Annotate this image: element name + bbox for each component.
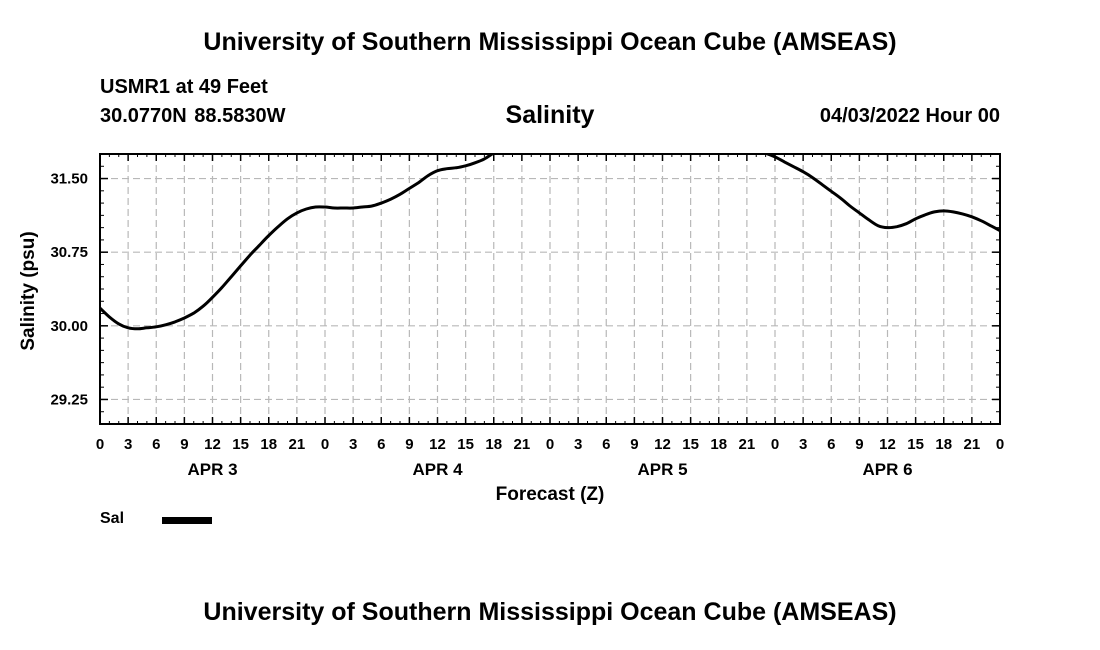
- x-tick-label: 0: [771, 436, 779, 453]
- x-tick-label: 12: [429, 436, 446, 453]
- legend-label: Sal: [100, 510, 125, 527]
- x-tick-label: 9: [180, 436, 188, 453]
- x-tick-label: 21: [289, 436, 306, 453]
- x-tick-label: 15: [682, 436, 699, 453]
- series-layer: [100, 154, 1000, 331]
- day-label: APR 4: [412, 460, 463, 479]
- x-tick-label: 15: [232, 436, 249, 453]
- x-tick-label: 3: [124, 436, 132, 453]
- y-axis-title: Salinity (psu): [18, 231, 39, 350]
- series-line-sal: [100, 154, 1000, 331]
- station-label: USMR1 at 49 Feet: [100, 76, 268, 98]
- x-tick-label: 6: [827, 436, 835, 453]
- x-tick-label: 12: [204, 436, 221, 453]
- y-tick-label: 30.75: [50, 244, 88, 261]
- y-tick-label: 30.00: [50, 318, 88, 335]
- x-tick-label: 12: [879, 436, 896, 453]
- x-axis-title: Forecast (Z): [496, 484, 605, 505]
- chart-title: University of Southern Mississippi Ocean…: [203, 28, 897, 56]
- x-tick-label: 9: [855, 436, 863, 453]
- x-tick-label: 0: [321, 436, 329, 453]
- x-tick-label: 6: [377, 436, 385, 453]
- x-tick-label: 3: [574, 436, 582, 453]
- x-tick-label: 21: [514, 436, 531, 453]
- x-tick-label: 0: [546, 436, 554, 453]
- footer-title: University of Southern Mississippi Ocean…: [203, 598, 897, 626]
- x-tick-label: 0: [96, 436, 104, 453]
- x-tick-label: 3: [349, 436, 357, 453]
- y-tick-label: 31.50: [50, 171, 88, 188]
- x-tick-label: 0: [996, 436, 1004, 453]
- x-tick-label: 18: [935, 436, 952, 453]
- axis-labels: 0 3 6 9 12 15 18 21 0 3 6 9 12 15 18 21 0 3 6 9 12 15 18 21 0 3 6 9…: [18, 171, 1004, 505]
- x-tick-label: 21: [739, 436, 756, 453]
- x-tick-label: 18: [260, 436, 277, 453]
- x-tick-label: 18: [485, 436, 502, 453]
- x-tick-label: 6: [602, 436, 610, 453]
- x-tick-label: 6: [152, 436, 160, 453]
- x-tick-label: 18: [710, 436, 727, 453]
- x-tick-label: 15: [907, 436, 924, 453]
- x-tick-label: 9: [405, 436, 413, 453]
- forecast-datetime: 04/03/2022 Hour 00: [819, 105, 1000, 127]
- y-tick-label: 29.25: [50, 391, 88, 408]
- grid-lines: [100, 154, 1000, 424]
- coordinates-label: 30.0770N 88.5830W: [100, 105, 286, 127]
- x-tick-label: 15: [457, 436, 474, 453]
- x-tick-label: 21: [964, 436, 981, 453]
- x-tick-label: 9: [630, 436, 638, 453]
- chart-subtitle: Salinity: [505, 101, 595, 129]
- day-label: APR 5: [637, 460, 687, 479]
- day-label: APR 3: [187, 460, 237, 479]
- day-label: APR 6: [862, 460, 912, 479]
- x-tick-label: 3: [799, 436, 807, 453]
- x-tick-label: 12: [654, 436, 671, 453]
- legend-swatch: [162, 517, 212, 524]
- plot-frame: [99, 153, 1001, 425]
